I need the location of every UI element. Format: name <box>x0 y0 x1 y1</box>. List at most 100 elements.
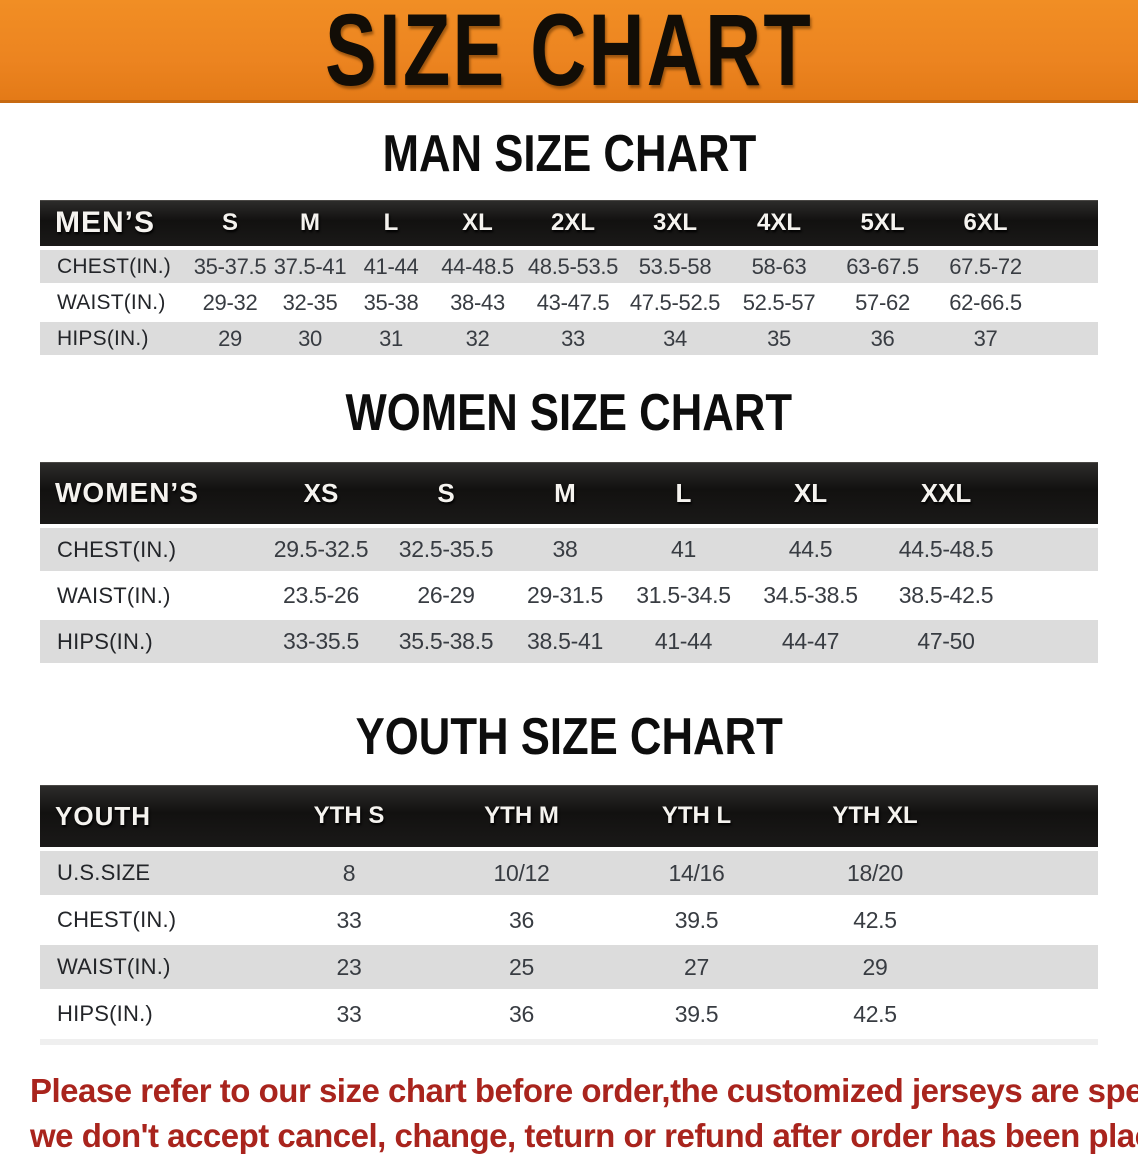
size-group-label: YOUTH <box>40 785 263 851</box>
table-header-row: WOMEN’S XS S M L XL XXL <box>40 462 1098 528</box>
measure-row-label: WAIST(IN.) <box>40 574 257 620</box>
measure-value-cell: 25 <box>435 945 608 992</box>
measure-value-cell: 23.5-26 <box>257 574 385 620</box>
size-column-header: XS <box>257 462 385 528</box>
measure-value-cell: 58-63 <box>727 250 831 286</box>
size-column-header: S <box>190 200 270 250</box>
size-group-label: WOMEN’S <box>40 462 257 528</box>
table-header-row: MEN’S S M L XL 2XL 3XL 4XL 5XL 6XL <box>40 200 1098 250</box>
size-column-header: 5XL <box>831 200 934 250</box>
measure-value-cell: 32-35 <box>270 286 350 322</box>
banner-title: SIZE CHART <box>325 0 813 107</box>
measure-row-label: CHEST(IN.) <box>40 250 190 286</box>
size-column-header: 4XL <box>727 200 831 250</box>
size-chart-banner: SIZE CHART <box>0 0 1138 103</box>
measure-value-cell: 27 <box>608 945 785 992</box>
measure-value-cell: 57-62 <box>831 286 934 322</box>
size-column-header: L <box>623 462 744 528</box>
youth-size-table: YOUTH YTH S YTH M YTH L YTH XL U.S.SIZE 8 10/12… <box>40 785 1098 1045</box>
man-section-title: MAN SIZE CHART <box>0 127 1138 181</box>
measure-row-label: U.S.SIZE <box>40 851 263 898</box>
measure-value-cell: 42.5 <box>785 992 965 1039</box>
size-column-header: YTH L <box>608 785 785 851</box>
table-row: HIPS(IN.) 29 30 31 32 33 34 35 36 37 <box>40 322 1098 358</box>
measure-value-cell: 63-67.5 <box>831 250 934 286</box>
spacer-cell <box>965 785 1098 851</box>
spacer-cell <box>1037 322 1098 358</box>
measure-value-cell: 29-32 <box>190 286 270 322</box>
measure-row-label: CHEST(IN.) <box>40 898 263 945</box>
table-row: CHEST(IN.) 33 36 39.5 42.5 <box>40 898 1098 945</box>
size-column-header: XL <box>744 462 877 528</box>
measure-row-label: WAIST(IN.) <box>40 286 190 322</box>
size-column-header: 6XL <box>934 200 1037 250</box>
size-column-header: YTH M <box>435 785 608 851</box>
table-row: CHEST(IN.) 35-37.5 37.5-41 41-44 44-48.5 48.5… <box>40 250 1098 286</box>
spacer-cell <box>965 992 1098 1039</box>
measure-value-cell: 29 <box>190 322 270 358</box>
table-row: U.S.SIZE 8 10/12 14/16 18/20 <box>40 851 1098 898</box>
measure-value-cell: 36 <box>831 322 934 358</box>
spacer-cell <box>1015 462 1098 528</box>
measure-value-cell: 41 <box>623 528 744 574</box>
measure-value-cell: 29 <box>785 945 965 992</box>
measure-value-cell: 67.5-72 <box>934 250 1037 286</box>
measure-value-cell: 33-35.5 <box>257 620 385 666</box>
measure-value-cell: 34 <box>623 322 727 358</box>
spacer-cell <box>965 945 1098 992</box>
measure-value-cell: 31 <box>350 322 432 358</box>
measure-value-cell: 31.5-34.5 <box>623 574 744 620</box>
measure-value-cell: 48.5-53.5 <box>523 250 623 286</box>
size-column-header: M <box>270 200 350 250</box>
measure-value-cell: 29.5-32.5 <box>257 528 385 574</box>
measure-value-cell: 23 <box>263 945 435 992</box>
measure-value-cell: 30 <box>270 322 350 358</box>
measure-value-cell: 32 <box>432 322 523 358</box>
spacer-cell <box>1037 200 1098 250</box>
measure-value-cell: 37 <box>934 322 1037 358</box>
measure-value-cell: 41-44 <box>623 620 744 666</box>
size-column-header: M <box>507 462 623 528</box>
measure-value-cell: 29-31.5 <box>507 574 623 620</box>
measure-value-cell: 36 <box>435 898 608 945</box>
measure-value-cell: 47.5-52.5 <box>623 286 727 322</box>
size-column-header: S <box>385 462 507 528</box>
measure-row-label: WAIST(IN.) <box>40 945 263 992</box>
measure-value-cell: 35 <box>727 322 831 358</box>
measure-value-cell: 42.5 <box>785 898 965 945</box>
youth-section-title: YOUTH SIZE CHART <box>0 710 1138 764</box>
measure-value-cell: 26-29 <box>385 574 507 620</box>
measure-value-cell: 43-47.5 <box>523 286 623 322</box>
measure-value-cell: 8 <box>263 851 435 898</box>
measure-value-cell: 14/16 <box>608 851 785 898</box>
measure-value-cell: 36 <box>435 992 608 1039</box>
measure-value-cell: 10/12 <box>435 851 608 898</box>
women-size-table: WOMEN’S XS S M L XL XXL CHEST(IN.) 29.5-32.5 32.5… <box>40 462 1098 666</box>
measure-value-cell: 38.5-41 <box>507 620 623 666</box>
spacer-cell <box>965 851 1098 898</box>
measure-value-cell: 18/20 <box>785 851 965 898</box>
spacer-cell <box>965 898 1098 945</box>
measure-value-cell: 53.5-58 <box>623 250 727 286</box>
measure-row-label: HIPS(IN.) <box>40 992 263 1039</box>
measure-value-cell: 44.5 <box>744 528 877 574</box>
disclaimer-line-1: Please refer to our size chart before or… <box>30 1072 1138 1109</box>
measure-value-cell: 39.5 <box>608 898 785 945</box>
measure-value-cell: 62-66.5 <box>934 286 1037 322</box>
size-column-header: L <box>350 200 432 250</box>
size-column-header: XXL <box>877 462 1015 528</box>
men-size-table: MEN’S S M L XL 2XL 3XL 4XL 5XL 6XL CHEST(IN.) 35-37… <box>40 200 1098 358</box>
size-column-header: 2XL <box>523 200 623 250</box>
order-disclaimer-note: Please refer to our size chart before or… <box>30 1068 1138 1158</box>
measure-value-cell: 38-43 <box>432 286 523 322</box>
measure-value-cell: 52.5-57 <box>727 286 831 322</box>
measure-row-label: CHEST(IN.) <box>40 528 257 574</box>
measure-value-cell: 39.5 <box>608 992 785 1039</box>
disclaimer-line-2: we don't accept cancel, change, teturn o… <box>30 1117 1138 1154</box>
table-header-row: YOUTH YTH S YTH M YTH L YTH XL <box>40 785 1098 851</box>
table-row: HIPS(IN.) 33-35.5 35.5-38.5 38.5-41 41-44 44-… <box>40 620 1098 666</box>
measure-value-cell: 33 <box>523 322 623 358</box>
measure-value-cell: 35.5-38.5 <box>385 620 507 666</box>
spacer-cell <box>1015 620 1098 666</box>
measure-value-cell: 38 <box>507 528 623 574</box>
